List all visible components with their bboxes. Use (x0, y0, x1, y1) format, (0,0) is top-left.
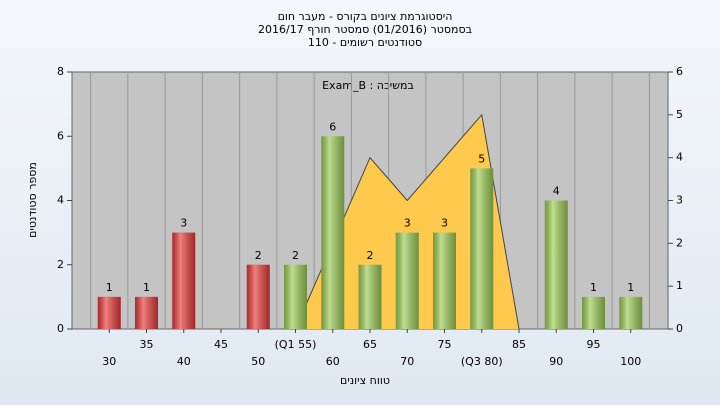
x-tick-label: 95 (587, 338, 601, 351)
x-tick-label: 40 (177, 355, 191, 368)
x-tick-label: 70 (400, 355, 414, 368)
x-tick-label: 75 (438, 338, 452, 351)
y2-tick-label: 6 (676, 65, 683, 78)
x-tick-label: 100 (620, 355, 641, 368)
bar-shade (321, 136, 345, 329)
title-line: סטודנטים רשומים - 110 (308, 36, 422, 49)
value-label: 1 (143, 281, 150, 294)
x-axis-label: טווח ציונים (340, 374, 390, 387)
bar-shade (284, 264, 307, 329)
y2-tick-label: 4 (676, 151, 683, 164)
bar-shade (358, 264, 382, 329)
value-label: 1 (627, 281, 634, 294)
x-tick-label: 90 (549, 355, 563, 368)
y2-tick-label: 2 (676, 236, 683, 249)
y-tick-label: 6 (57, 129, 64, 142)
value-label: 3 (180, 217, 187, 230)
value-label: 2 (292, 249, 299, 262)
y2-tick-label: 5 (676, 108, 683, 121)
y2-tick-label: 0 (676, 322, 683, 335)
value-label: 3 (404, 217, 411, 230)
bar-shade (470, 168, 494, 329)
area-line (295, 113, 520, 330)
value-label: 4 (553, 185, 560, 198)
bar-shade (395, 232, 419, 329)
bar-shade (619, 296, 643, 329)
value-label: 6 (329, 120, 336, 133)
x-tick-label: 30 (102, 355, 116, 368)
x-tick-label: 85 (512, 338, 526, 351)
x-tick-label: 65 (363, 338, 377, 351)
y-tick-label: 0 (57, 322, 64, 335)
value-label: 5 (478, 152, 485, 165)
bar-shade (97, 296, 121, 329)
bar-shade (172, 232, 196, 329)
bar-shade (544, 200, 568, 329)
value-label: 1 (590, 281, 597, 294)
value-label: 2 (255, 249, 262, 262)
bar-shade (246, 264, 270, 329)
y-tick-label: 2 (57, 258, 64, 271)
x-tick-label: (Q3 80) (461, 355, 503, 368)
area-fill (295, 114, 519, 329)
y-axis-label: מספר סטודנטים (26, 162, 39, 238)
annotation: Exam_B : במשיכה (322, 79, 414, 92)
value-label: 1 (106, 281, 113, 294)
x-tick-label: (Q1 55) (275, 338, 317, 351)
value-label: 2 (367, 249, 374, 262)
x-tick-label: 45 (214, 338, 228, 351)
y-tick-label: 8 (57, 65, 64, 78)
y-tick-label: 4 (57, 194, 64, 207)
bar-shade (433, 232, 456, 329)
x-tick-label: 35 (140, 338, 154, 351)
y2-tick-label: 1 (676, 279, 683, 292)
bar-shade (135, 296, 158, 329)
x-tick-label: 60 (326, 355, 340, 368)
x-tick-label: 50 (251, 355, 265, 368)
value-label: 3 (441, 217, 448, 230)
title-line: היסטוגרמת ציונים בקורס - מעבר חום (278, 10, 453, 23)
title-line: בסמסטר (01/2016) סמסטר חורף 2016/17 (258, 23, 472, 36)
y2-tick-label: 3 (676, 194, 683, 207)
bar-shade (582, 296, 605, 329)
